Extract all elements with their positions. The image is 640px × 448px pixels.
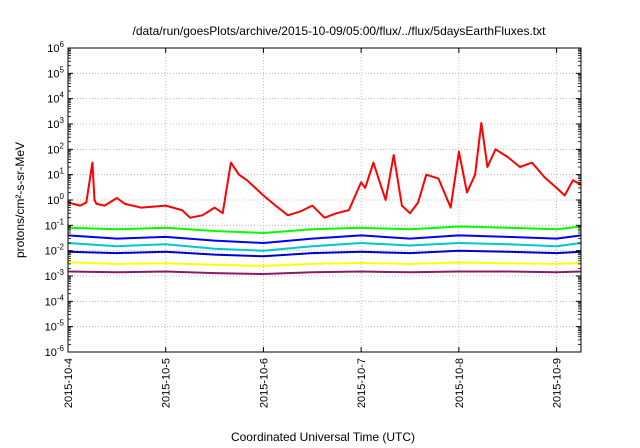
series-lines [67, 122, 582, 275]
plot-frame [67, 47, 582, 353]
flux-series-line [67, 249, 582, 258]
x-tick-label: 2015-10-7 [356, 358, 368, 408]
y-axis-label: protons/cm²-s-sr-MeV [13, 142, 27, 258]
y-tick-label: 104 [47, 91, 64, 106]
y-tick-label: 10-1 [45, 217, 65, 232]
x-tick-label: 2015-10-9 [552, 358, 564, 408]
x-tick-label: 2015-10-8 [454, 358, 466, 408]
y-tick-label: 10-2 [45, 243, 65, 258]
flux-series-line [67, 261, 582, 267]
y-tick-label: 106 [47, 40, 64, 55]
y-tick-label: 10-4 [45, 293, 65, 308]
y-tick-label: 105 [47, 65, 64, 80]
flux-series-line [67, 225, 582, 234]
y-tick-label: 10-5 [45, 319, 65, 334]
y-tick-label: 103 [47, 116, 64, 131]
flux-series-line [67, 234, 582, 244]
x-tick-label: 2015-10-4 [63, 358, 75, 408]
flux-series-line [67, 242, 582, 252]
chart-title: /data/run/goesPlots/archive/2015-10-09/0… [133, 24, 547, 38]
flux-series-line [67, 270, 582, 275]
axes: 10-6 10-5 10-4 10-3 10-2 10-1 100 101 102 103 104 1… [45, 40, 582, 408]
flux-series-line [67, 122, 582, 219]
x-axis-label: Coordinated Universal Time (UTC) [231, 430, 415, 444]
y-tick-label: 10-6 [45, 344, 65, 359]
y-tick-label: 10-3 [45, 268, 65, 283]
grid-lines [68, 48, 581, 352]
x-tick-label: 2015-10-5 [161, 358, 173, 408]
y-tick-label: 101 [47, 167, 64, 182]
y-tick-label: 100 [47, 192, 64, 207]
x-tick-label: 2015-10-6 [258, 358, 270, 408]
y-tick-label: 102 [47, 141, 64, 156]
